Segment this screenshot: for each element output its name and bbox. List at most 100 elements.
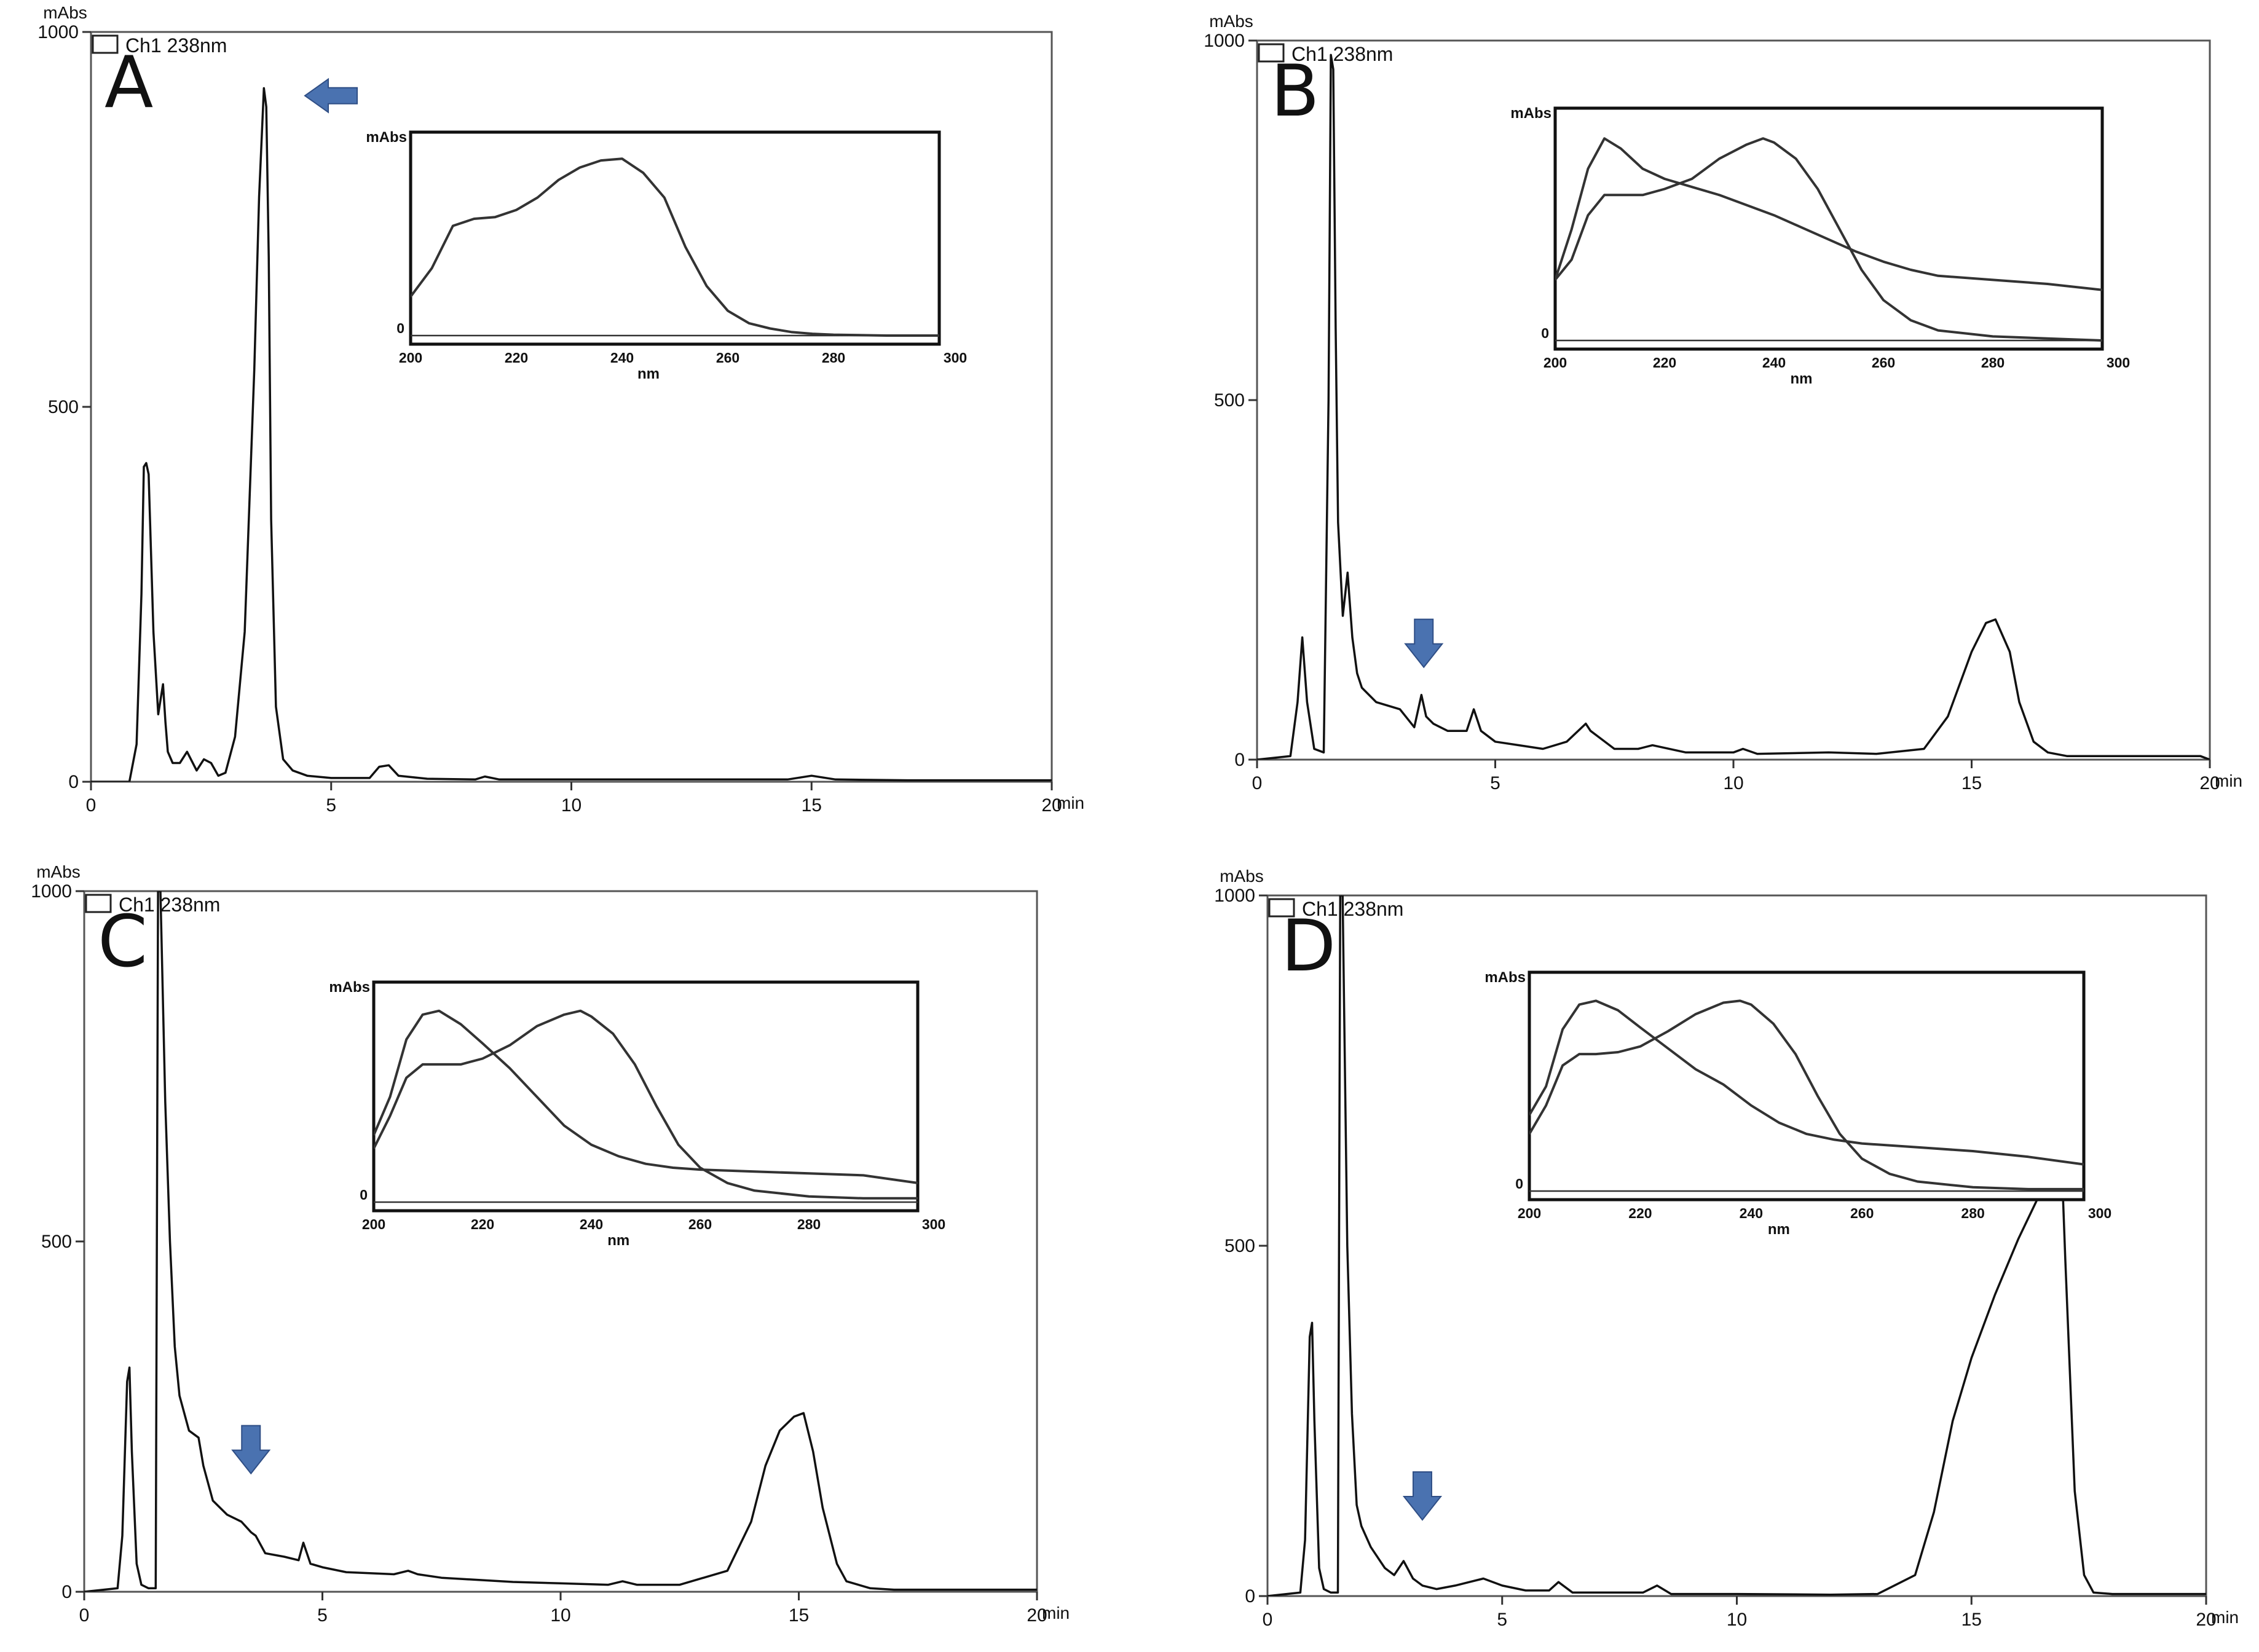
inset-x-tick-label: 240 (1740, 1205, 1763, 1221)
panel-letter: A (104, 41, 153, 124)
y-tick-label: 1000 (1214, 886, 1255, 906)
legend-swatch (1268, 898, 1295, 918)
inset-x-tick-label: 220 (1653, 355, 1676, 371)
inset-spectrum-trace (1555, 137, 2102, 342)
y-tick-label: 500 (48, 397, 79, 417)
inset-y-unit: mAbs (1484, 969, 1526, 986)
x-tick-label: 10 (561, 795, 582, 816)
inset-y-unit: mAbs (1510, 105, 1551, 122)
peak-arrow-indicator (1404, 618, 1444, 669)
x-tick-label: 20 (1041, 795, 1062, 816)
inset-frame (372, 980, 920, 1213)
inset-spectrum-trace (1529, 999, 2084, 1166)
inset-x-unit: nm (607, 1232, 629, 1249)
inset-frame (1553, 106, 2104, 351)
chromatogram-trace (91, 87, 1052, 782)
x-axis-unit: min (1042, 1603, 1070, 1622)
inset-spectrum-trace (1529, 999, 2084, 1190)
x-tick-label: 20 (1027, 1605, 1047, 1626)
inset-x-tick-label: 220 (1628, 1205, 1652, 1221)
inset-x-tick-label: 200 (1543, 355, 1567, 371)
y-tick-label: 0 (1234, 750, 1245, 770)
chromatogram-trace (84, 891, 1037, 1592)
inset-x-tick-label: 240 (610, 350, 634, 366)
y-tick-label: 1000 (31, 881, 72, 902)
inset-x-tick-label: 200 (399, 350, 422, 366)
inset-x-tick-label: 220 (505, 350, 528, 366)
x-axis-unit: min (2215, 771, 2242, 790)
x-tick-label: 5 (326, 795, 336, 816)
x-tick-label: 15 (1961, 773, 1982, 793)
x-tick-label: 20 (2196, 1610, 2216, 1630)
uv-spectrum-inset: 0 mAbs 200 220 240 260 280 300 nm (366, 129, 967, 382)
panel-letter: C (98, 900, 148, 983)
inset-spectrum-trace (411, 157, 939, 337)
y-tick-label: 500 (1224, 1236, 1255, 1256)
uv-spectrum-inset: 0 mAbs 200 220 240 260 280 300 nm (1510, 105, 2130, 387)
chromatogram-trace (1257, 53, 2210, 760)
inset-x-tick-label: 280 (1961, 1205, 1984, 1221)
inset-x-tick-label: 280 (822, 350, 845, 366)
inset-x-tick-label: 260 (688, 1216, 712, 1232)
inset-frame (1528, 970, 2086, 1202)
inset-x-tick-label: 260 (1850, 1205, 1874, 1221)
x-axis-unit: min (2211, 1608, 2239, 1627)
y-tick-label: 1000 (1204, 31, 1245, 51)
x-tick-label: 5 (1490, 773, 1500, 793)
panel-letter: B (1271, 50, 1320, 133)
inset-y-tick-label: 0 (1515, 1176, 1523, 1192)
x-tick-label: 0 (79, 1605, 90, 1626)
inset-y-tick-label: 0 (1541, 325, 1549, 341)
inset-x-tick-label: 220 (471, 1216, 494, 1232)
inset-frame (409, 130, 941, 346)
inset-x-tick-label: 260 (1872, 355, 1895, 371)
x-tick-label: 5 (1497, 1610, 1507, 1630)
inset-spectrum-trace (374, 1009, 918, 1184)
x-tick-label: 0 (1263, 1610, 1273, 1630)
y-tick-label: 500 (41, 1232, 72, 1252)
x-tick-label: 20 (2199, 773, 2220, 793)
legend-swatch (85, 894, 112, 913)
legend-label: Ch1 238nm (125, 34, 227, 57)
inset-x-tick-label: 280 (797, 1216, 821, 1232)
x-tick-label: 0 (86, 795, 97, 816)
legend-swatch (92, 34, 119, 54)
x-axis-unit: min (1057, 793, 1084, 812)
inset-spectrum-trace (374, 1009, 918, 1200)
inset-y-unit: mAbs (366, 129, 407, 146)
inset-y-unit: mAbs (329, 979, 370, 996)
legend-label: Ch1 238nm (119, 894, 220, 916)
chromatogram-trace (1267, 895, 2206, 1596)
inset-spectrum-trace (1555, 137, 2102, 291)
x-tick-label: 10 (1723, 773, 1743, 793)
inset-x-unit: nm (1768, 1221, 1790, 1238)
inset-y-tick-label: 0 (360, 1187, 368, 1203)
panel-letter: D (1281, 905, 1336, 988)
inset-y-tick-label: 0 (396, 320, 404, 336)
legend-swatch (1258, 43, 1285, 63)
peak-arrow-indicator (304, 77, 358, 114)
x-tick-label: 15 (1961, 1610, 1982, 1630)
x-tick-label: 15 (802, 795, 822, 816)
inset-x-unit: nm (637, 366, 660, 382)
inset-x-tick-label: 240 (580, 1216, 603, 1232)
inset-x-tick-label: 280 (1981, 355, 2005, 371)
y-axis-unit: mAbs (1209, 12, 1253, 31)
peak-arrow-indicator (1402, 1471, 1443, 1521)
y-tick-label: 0 (68, 772, 79, 792)
y-axis-unit: mAbs (36, 862, 81, 881)
x-tick-label: 0 (1252, 773, 1263, 793)
x-tick-label: 15 (789, 1605, 809, 1626)
inset-x-tick-label: 260 (716, 350, 739, 366)
x-tick-label: 10 (1727, 1610, 1747, 1630)
inset-x-tick-label: 200 (1518, 1205, 1541, 1221)
inset-x-tick-label: 300 (2088, 1205, 2111, 1221)
inset-x-tick-label: 300 (944, 350, 967, 366)
y-axis-unit: mAbs (43, 3, 87, 22)
legend-label: Ch1 238nm (1291, 43, 1393, 65)
inset-x-tick-label: 300 (2107, 355, 2130, 371)
